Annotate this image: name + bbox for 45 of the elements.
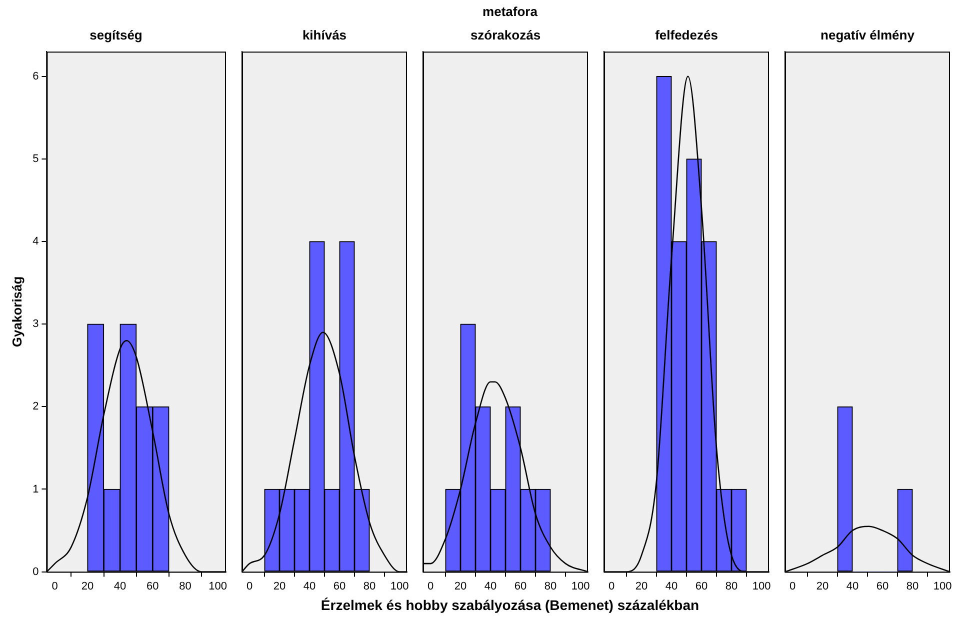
- x-tick-label: 40: [303, 580, 316, 592]
- chart-title: szórakozás: [470, 27, 541, 42]
- x-tick-label: 40: [846, 580, 859, 592]
- y-tick-label: 0: [32, 566, 39, 578]
- x-tick-label: 40: [484, 580, 497, 592]
- x-axis-title: Érzelmek és hobby szabályozása (Bemenet) százalékban: [320, 597, 700, 613]
- y-tick-label: 2: [32, 400, 39, 413]
- x-tick-label: 60: [333, 580, 346, 592]
- x-tick-label: 60: [514, 580, 527, 592]
- text: metafora: [482, 4, 538, 19]
- x-tick-label: 0: [52, 580, 58, 592]
- x-tick-label: 80: [725, 580, 738, 592]
- x-tick-label: 80: [179, 580, 192, 592]
- x-tick-label: 20: [635, 580, 648, 592]
- y-tick-label: 1: [32, 483, 39, 496]
- x-tick-label: 20: [81, 580, 94, 592]
- x-tick-label: 80: [363, 580, 376, 592]
- x-tick-label: 80: [544, 580, 557, 592]
- chart-title: felfedezés: [655, 27, 718, 42]
- x-tick-label: 100: [933, 580, 952, 592]
- x-tick-label: 40: [665, 580, 678, 592]
- x-tick-label: 100: [752, 580, 771, 592]
- y-tick-label: 3: [32, 318, 39, 330]
- x-tick-label: 80: [906, 580, 919, 592]
- x-tick-label: 100: [208, 580, 228, 592]
- y-tick-label: 4: [32, 236, 39, 248]
- x-tick-label: 100: [571, 580, 590, 592]
- x-tick-label: 60: [876, 580, 889, 592]
- chart-title: negatív élmény: [820, 27, 916, 42]
- x-tick-label: 20: [454, 580, 467, 592]
- chart-title: kihívás: [302, 27, 347, 42]
- x-tick-label: 0: [608, 580, 615, 592]
- x-tick-label: 20: [273, 580, 286, 592]
- y-tick-label: 6: [32, 70, 39, 82]
- x-tick-label: 60: [146, 580, 159, 592]
- chart-title: segítség: [90, 27, 142, 42]
- x-tick-label: 60: [695, 580, 708, 592]
- x-tick-label: 0: [246, 580, 253, 592]
- x-tick-label: 20: [816, 580, 829, 592]
- x-tick-label: 100: [390, 580, 409, 592]
- x-tick-label: 0: [789, 580, 796, 592]
- y-tick-label: 5: [32, 152, 39, 165]
- x-tick-label: 0: [427, 580, 434, 592]
- x-tick-label: 40: [114, 580, 126, 592]
- y-axis-title: Gyakoriság: [9, 276, 24, 348]
